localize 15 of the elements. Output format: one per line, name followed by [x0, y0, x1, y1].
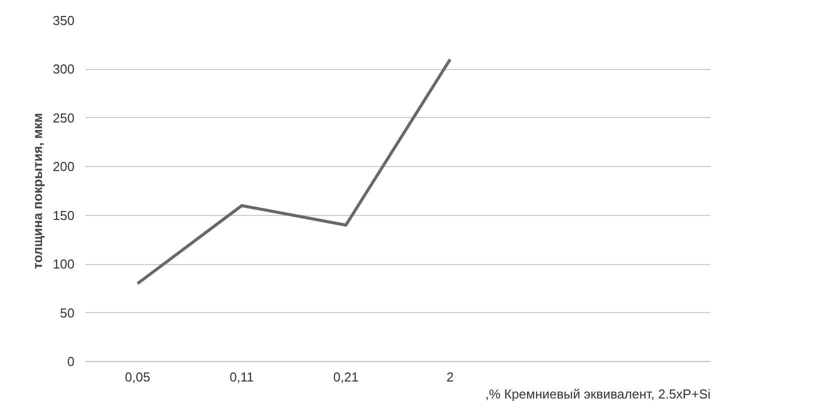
x-tick-label: 0,21	[333, 370, 359, 384]
x-tick-label: 2	[446, 370, 454, 384]
y-tick-label: 350	[52, 13, 75, 28]
y-axis-title: толщина покрытия, мкм	[30, 113, 45, 269]
x-axis-title: ,% Кремниевый эквивалент, 2.5xP+Si	[485, 386, 711, 401]
y-tick-label: 250	[52, 110, 75, 126]
y-tick-label: 0	[67, 354, 75, 369]
line-series	[136, 58, 452, 286]
y-tick-label: 300	[52, 62, 75, 77]
y-tick-label: 200	[52, 159, 75, 174]
y-tick-label: 150	[52, 208, 75, 223]
y-tick-label: 100	[52, 256, 75, 272]
y-tick-label: 50	[60, 305, 75, 320]
x-tick-label: 0,05	[124, 370, 150, 384]
x-tick-label: 0,11	[230, 370, 254, 384]
